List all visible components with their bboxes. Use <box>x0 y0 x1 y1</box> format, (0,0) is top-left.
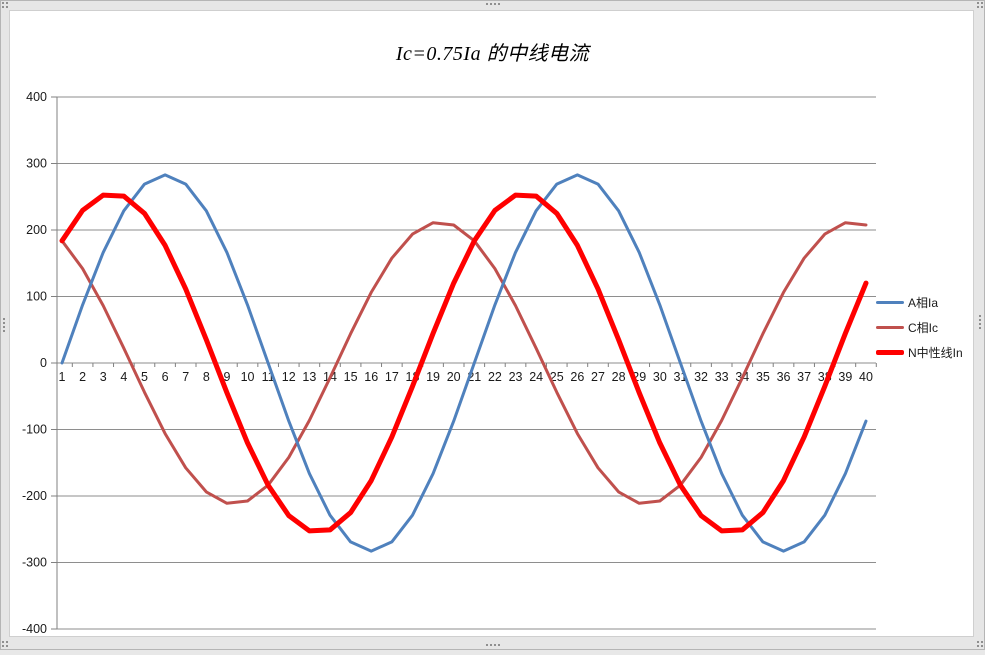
x-tick-label: 20 <box>447 370 461 384</box>
legend-item-c[interactable]: C相Ic <box>876 315 963 340</box>
x-tick-label: 2 <box>79 370 86 384</box>
x-tick-label: 8 <box>203 370 210 384</box>
x-tick-label: 26 <box>570 370 584 384</box>
series-line-C相Ic[interactable] <box>60 221 868 505</box>
resize-handle-top-right[interactable] <box>977 2 983 8</box>
resize-handle-left[interactable] <box>3 318 5 332</box>
x-tick-label: 37 <box>797 370 811 384</box>
x-tick-label: 39 <box>838 370 852 384</box>
y-tick-label: 200 <box>26 223 47 237</box>
legend-line-sample-n <box>876 350 904 355</box>
y-tick-label: -100 <box>22 423 47 437</box>
y-tick-label: -200 <box>22 489 47 503</box>
x-tick-label: 7 <box>182 370 189 384</box>
chart-title: Ic=0.75Ia 的中线电流 <box>395 43 590 65</box>
y-tick-label: -300 <box>22 556 47 570</box>
x-tick-label: 1 <box>59 370 66 384</box>
x-tick-label: 35 <box>756 370 770 384</box>
x-tick-label: 30 <box>653 370 667 384</box>
x-tick-label: 3 <box>100 370 107 384</box>
legend-item-n[interactable]: N中性线In <box>876 340 963 365</box>
x-tick-label: 36 <box>777 370 791 384</box>
legend-label-n: N中性线In <box>908 346 963 360</box>
legend-label-c: C相Ic <box>908 321 939 335</box>
legend-label-a: A相Ia <box>908 296 939 310</box>
y-tick-label: 300 <box>26 157 47 171</box>
resize-handle-bottom-left[interactable] <box>2 641 8 647</box>
resize-handle-right[interactable] <box>979 315 981 329</box>
x-tick-label: 24 <box>529 370 543 384</box>
x-tick-label: 32 <box>694 370 708 384</box>
y-tick-label: 100 <box>26 290 47 304</box>
x-tick-label: 25 <box>550 370 564 384</box>
series-line-A相Ia[interactable] <box>60 173 868 553</box>
x-tick-label: 12 <box>282 370 296 384</box>
x-tick-label: 10 <box>241 370 255 384</box>
legend-line-sample-a <box>876 301 904 304</box>
x-tick-label: 16 <box>364 370 378 384</box>
resize-handle-bottom-right[interactable] <box>977 641 983 647</box>
x-tick-label: 9 <box>223 370 230 384</box>
x-tick-label: 4 <box>120 370 127 384</box>
x-tick-label: 5 <box>141 370 148 384</box>
series-line-N中性线In[interactable] <box>59 192 869 534</box>
x-tick-label: 27 <box>591 370 605 384</box>
x-tick-label: 33 <box>715 370 729 384</box>
resize-handle-top[interactable] <box>486 3 500 5</box>
legend: A相Ia C相Ic N中性线In <box>876 290 963 365</box>
x-tick-label: 17 <box>385 370 399 384</box>
x-tick-label: 6 <box>162 370 169 384</box>
x-tick-label: 40 <box>859 370 873 384</box>
resize-handle-bottom[interactable] <box>486 644 500 646</box>
x-tick-label: 15 <box>344 370 358 384</box>
x-tick-label: 28 <box>612 370 626 384</box>
legend-line-sample-c <box>876 326 904 329</box>
x-tick-label: 22 <box>488 370 502 384</box>
legend-item-a[interactable]: A相Ia <box>876 290 963 315</box>
x-tick-label: 19 <box>426 370 440 384</box>
x-tick-label: 23 <box>509 370 523 384</box>
x-tick-label: 13 <box>302 370 316 384</box>
y-tick-label: 0 <box>40 356 47 370</box>
y-tick-label: 400 <box>26 90 47 104</box>
resize-handle-top-left[interactable] <box>2 2 8 8</box>
y-tick-label: -400 <box>22 622 47 636</box>
